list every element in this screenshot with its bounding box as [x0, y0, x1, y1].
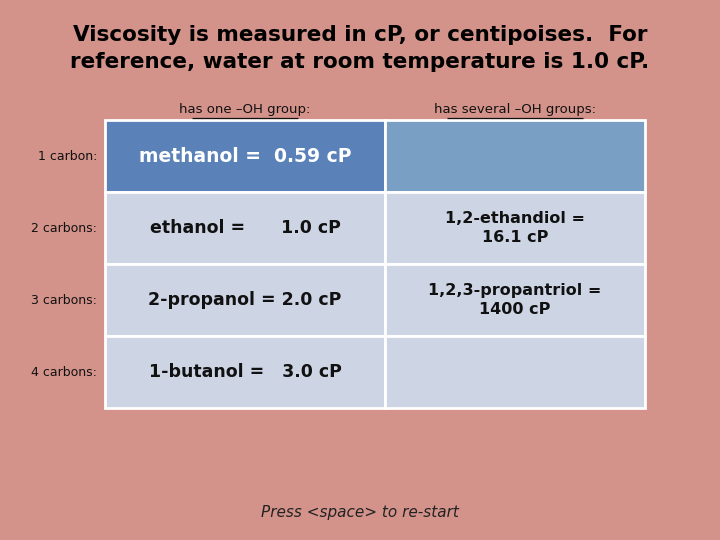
Text: ethanol =      1.0 cP: ethanol = 1.0 cP: [150, 219, 341, 237]
Bar: [385, 120, 645, 192]
Text: has several –OH groups:: has several –OH groups:: [434, 104, 596, 117]
Text: 1-butanol =   3.0 cP: 1-butanol = 3.0 cP: [148, 363, 341, 381]
Text: 2-propanol = 2.0 cP: 2-propanol = 2.0 cP: [148, 291, 342, 309]
Bar: [105, 192, 385, 264]
Text: reference, water at room temperature is 1.0 cP.: reference, water at room temperature is …: [71, 52, 649, 72]
Text: Press <space> to re-start: Press <space> to re-start: [261, 504, 459, 519]
Text: 1,2,3-propantriol =
1400 cP: 1,2,3-propantriol = 1400 cP: [428, 283, 602, 317]
Text: 4 carbons:: 4 carbons:: [31, 366, 97, 379]
Text: methanol =  0.59 cP: methanol = 0.59 cP: [139, 146, 351, 165]
Text: 1,2-ethandiol =
16.1 cP: 1,2-ethandiol = 16.1 cP: [445, 211, 585, 245]
Bar: [385, 192, 645, 264]
Text: 3 carbons:: 3 carbons:: [31, 294, 97, 307]
Bar: [105, 120, 385, 192]
Text: 2 carbons:: 2 carbons:: [31, 221, 97, 234]
Text: has one –OH group:: has one –OH group:: [179, 104, 311, 117]
Text: 1 carbon:: 1 carbon:: [37, 150, 97, 163]
Bar: [385, 264, 645, 336]
Bar: [385, 336, 645, 408]
Text: Viscosity is measured in cP, or centipoises.  For: Viscosity is measured in cP, or centipoi…: [73, 25, 647, 45]
Bar: [105, 264, 385, 336]
Bar: [105, 336, 385, 408]
